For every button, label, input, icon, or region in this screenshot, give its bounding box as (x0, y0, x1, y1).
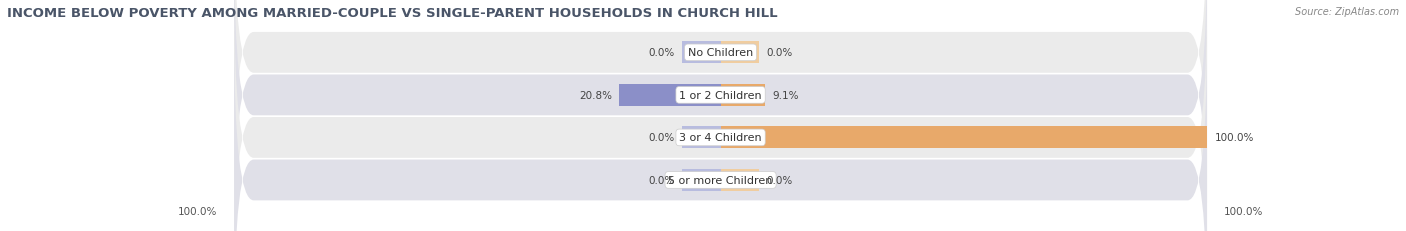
Text: 3 or 4 Children: 3 or 4 Children (679, 133, 762, 143)
Bar (721, 85, 765, 106)
Bar (721, 169, 759, 191)
Text: 100.0%: 100.0% (179, 207, 218, 216)
Bar (682, 169, 721, 191)
Text: 0.0%: 0.0% (648, 133, 675, 143)
Bar (620, 85, 721, 106)
Text: 0.0%: 0.0% (766, 48, 793, 58)
Text: 0.0%: 0.0% (648, 48, 675, 58)
Bar (721, 42, 759, 64)
Text: 100.0%: 100.0% (1223, 207, 1263, 216)
Text: 5 or more Children: 5 or more Children (668, 175, 773, 185)
Text: No Children: No Children (688, 48, 754, 58)
Text: 100.0%: 100.0% (1215, 133, 1254, 143)
Text: INCOME BELOW POVERTY AMONG MARRIED-COUPLE VS SINGLE-PARENT HOUSEHOLDS IN CHURCH : INCOME BELOW POVERTY AMONG MARRIED-COUPL… (7, 7, 778, 20)
Text: Source: ZipAtlas.com: Source: ZipAtlas.com (1295, 7, 1399, 17)
Bar (721, 127, 1206, 149)
Text: 9.1%: 9.1% (772, 91, 799, 100)
FancyBboxPatch shape (235, 31, 1206, 231)
FancyBboxPatch shape (235, 0, 1206, 231)
FancyBboxPatch shape (235, 0, 1206, 202)
Text: 1 or 2 Children: 1 or 2 Children (679, 91, 762, 100)
FancyBboxPatch shape (235, 0, 1206, 231)
Bar (682, 127, 721, 149)
Text: 0.0%: 0.0% (766, 175, 793, 185)
Text: 20.8%: 20.8% (579, 91, 612, 100)
Text: 0.0%: 0.0% (648, 175, 675, 185)
Bar (682, 42, 721, 64)
